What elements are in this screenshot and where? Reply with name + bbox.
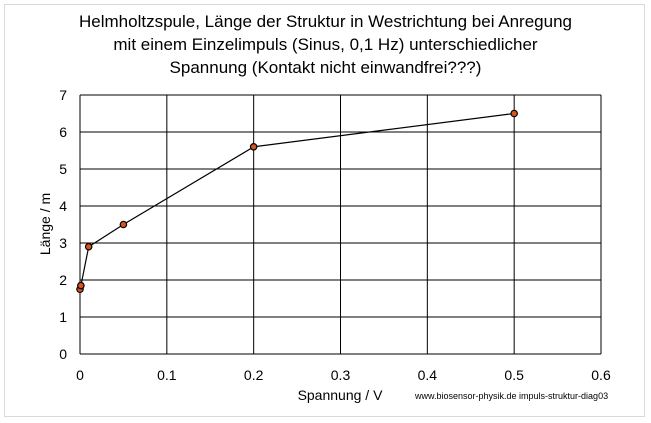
x-tick-label: 0.4 bbox=[418, 367, 438, 383]
grid-lines bbox=[79, 94, 602, 355]
data-point bbox=[119, 220, 128, 229]
title-line-1: Helmholtzspule, Länge der Struktur in We… bbox=[79, 12, 572, 31]
credit-text: www.biosensor-physik.de impuls-struktur-… bbox=[414, 391, 608, 401]
chart-title: Helmholtzspule, Länge der Struktur in We… bbox=[0, 10, 651, 79]
y-tick-label: 4 bbox=[59, 198, 67, 214]
data-point bbox=[510, 109, 518, 118]
series-line bbox=[79, 112, 515, 290]
y-tick-label: 1 bbox=[59, 309, 67, 325]
title-line-3: Spannung (Kontakt nicht einwandfrei???) bbox=[169, 58, 482, 77]
y-tick-label: 3 bbox=[59, 235, 67, 251]
y-tick-label: 7 bbox=[59, 87, 67, 103]
y-tick-labels: 0 1 2 3 4 5 6 7 bbox=[59, 87, 67, 362]
data-series bbox=[76, 109, 518, 294]
x-axis-label: Spannung / V bbox=[298, 387, 384, 403]
data-point bbox=[77, 281, 85, 290]
y-tick-label: 6 bbox=[59, 124, 67, 140]
data-point bbox=[84, 242, 93, 251]
title-line-2: mit einem Einzelimpuls (Sinus, 0,1 Hz) u… bbox=[113, 35, 538, 54]
y-tick-label: 0 bbox=[59, 346, 67, 362]
x-tick-label: 0.3 bbox=[331, 367, 351, 383]
y-tick-label: 2 bbox=[59, 272, 67, 288]
chart-frame bbox=[4, 4, 645, 417]
x-tick-label: 0.1 bbox=[157, 367, 177, 383]
x-tick-label: 0.2 bbox=[244, 367, 264, 383]
y-tick-label: 5 bbox=[59, 161, 67, 177]
x-tick-label: 0.5 bbox=[504, 367, 524, 383]
y-axis-label: Länge / m bbox=[37, 193, 53, 255]
x-tick-labels: 0 0.1 0.2 0.3 0.4 0.5 0.6 bbox=[76, 367, 611, 383]
x-tick-label: 0 bbox=[76, 367, 84, 383]
data-point bbox=[249, 143, 258, 151]
x-tick-label: 0.6 bbox=[591, 367, 611, 383]
